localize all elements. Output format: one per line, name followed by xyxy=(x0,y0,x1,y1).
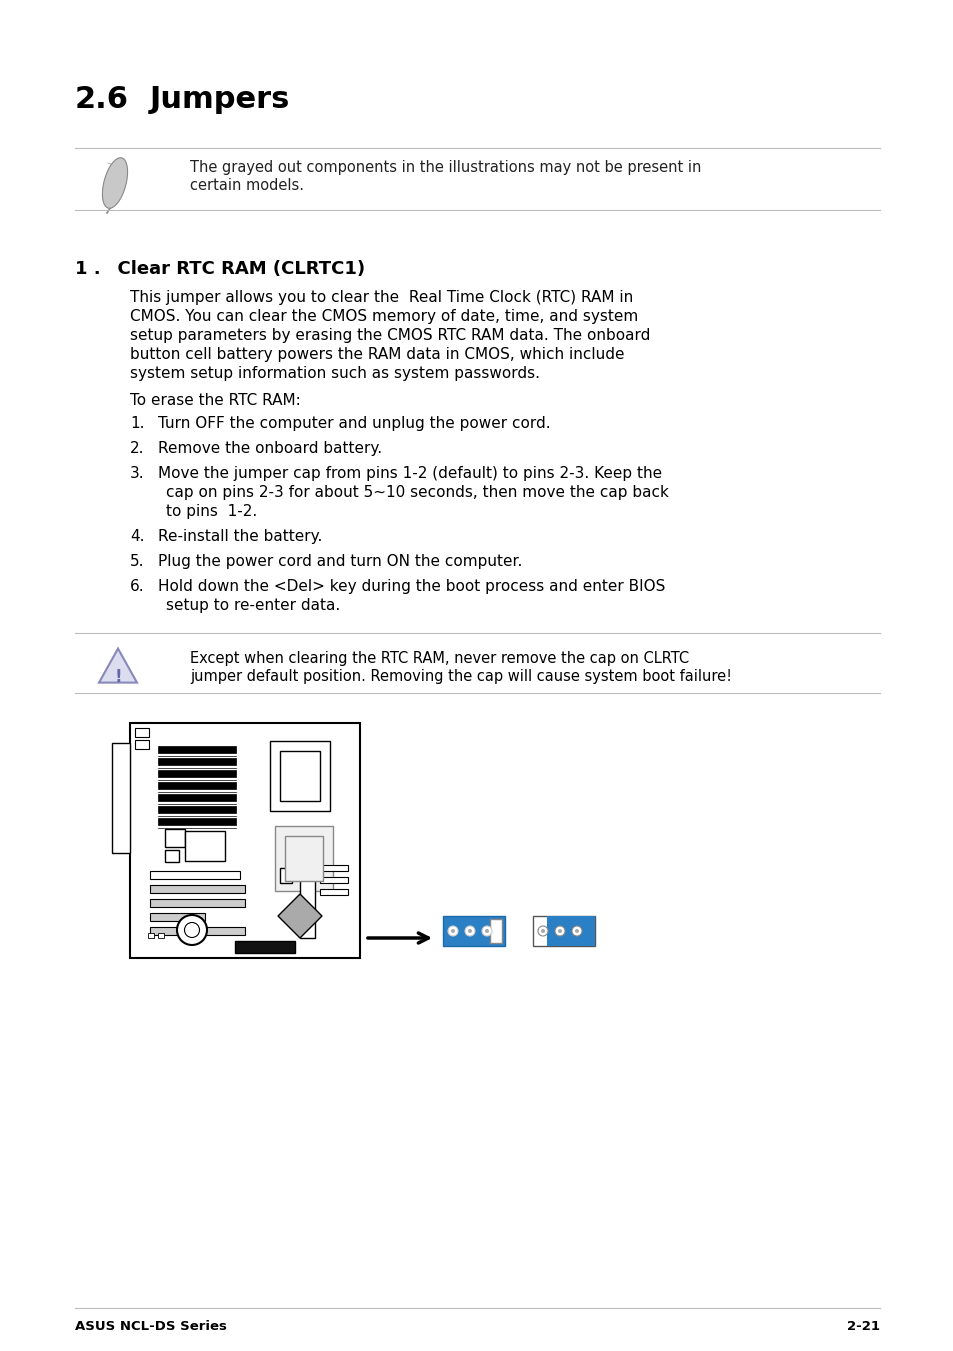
Bar xyxy=(319,877,348,884)
Circle shape xyxy=(184,923,199,938)
Text: 4.: 4. xyxy=(130,530,144,544)
Text: 2-21: 2-21 xyxy=(846,1320,879,1333)
Bar xyxy=(150,871,240,880)
Text: button cell battery powers the RAM data in CMOS, which include: button cell battery powers the RAM data … xyxy=(130,347,624,362)
Circle shape xyxy=(468,929,472,934)
Text: Except when clearing the RTC RAM, never remove the cap on CLRTC: Except when clearing the RTC RAM, never … xyxy=(190,651,688,666)
Bar xyxy=(185,831,225,861)
Circle shape xyxy=(484,929,489,934)
Bar xyxy=(165,830,185,847)
Bar xyxy=(533,916,595,946)
Bar xyxy=(319,865,348,871)
Bar xyxy=(158,746,235,753)
Text: Clear RTC RAM (CLRTC1): Clear RTC RAM (CLRTC1) xyxy=(105,259,365,278)
Text: !: ! xyxy=(114,667,122,686)
Polygon shape xyxy=(277,894,322,938)
Circle shape xyxy=(575,929,578,934)
Text: 6.: 6. xyxy=(130,580,145,594)
Bar xyxy=(158,758,235,765)
Text: ASUS NCL-DS Series: ASUS NCL-DS Series xyxy=(75,1320,227,1333)
Circle shape xyxy=(572,925,581,936)
Bar xyxy=(158,934,164,938)
Text: Remove the onboard battery.: Remove the onboard battery. xyxy=(158,440,382,457)
Text: To erase the RTC RAM:: To erase the RTC RAM: xyxy=(130,393,300,408)
Bar xyxy=(135,740,149,748)
Bar xyxy=(158,782,235,789)
Circle shape xyxy=(537,925,547,936)
Bar xyxy=(280,867,292,884)
Text: Re-install the battery.: Re-install the battery. xyxy=(158,530,322,544)
Bar xyxy=(135,728,149,738)
Circle shape xyxy=(451,929,455,934)
Text: 2.6: 2.6 xyxy=(75,85,129,113)
Bar xyxy=(299,878,314,938)
Text: 3.: 3. xyxy=(130,466,145,481)
Bar xyxy=(158,807,235,813)
Text: system setup information such as system passwords.: system setup information such as system … xyxy=(130,366,539,381)
Bar xyxy=(150,913,205,921)
Bar xyxy=(112,743,130,852)
Bar xyxy=(274,825,333,892)
Bar xyxy=(150,927,245,935)
Text: Hold down the <Del> key during the boot process and enter BIOS: Hold down the <Del> key during the boot … xyxy=(158,580,664,594)
Text: cap on pins 2-3 for about 5~10 seconds, then move the cap back: cap on pins 2-3 for about 5~10 seconds, … xyxy=(166,485,668,500)
Text: Move the jumper cap from pins 1-2 (default) to pins 2-3. Keep the: Move the jumper cap from pins 1-2 (defau… xyxy=(158,466,661,481)
Bar xyxy=(319,889,348,894)
Bar xyxy=(280,751,319,801)
Text: 1 .: 1 . xyxy=(75,259,100,278)
Bar xyxy=(490,919,501,943)
Bar xyxy=(158,817,235,825)
Bar xyxy=(158,794,235,801)
Bar xyxy=(285,836,323,881)
Bar xyxy=(130,723,359,958)
Bar xyxy=(165,850,179,862)
Text: 5.: 5. xyxy=(130,554,144,569)
Text: setup parameters by erasing the CMOS RTC RAM data. The onboard: setup parameters by erasing the CMOS RTC… xyxy=(130,328,650,343)
Bar xyxy=(150,898,245,907)
Circle shape xyxy=(448,925,457,936)
Bar xyxy=(148,934,153,938)
Circle shape xyxy=(464,925,475,936)
Text: jumper default position. Removing the cap will cause system boot failure!: jumper default position. Removing the ca… xyxy=(190,669,731,684)
Bar xyxy=(270,740,330,811)
Text: Turn OFF the computer and unplug the power cord.: Turn OFF the computer and unplug the pow… xyxy=(158,416,550,431)
Bar xyxy=(234,942,294,952)
Bar xyxy=(158,770,235,777)
Bar xyxy=(546,916,595,946)
Circle shape xyxy=(177,915,207,944)
Text: certain models.: certain models. xyxy=(190,178,304,193)
Text: to pins  1-2.: to pins 1-2. xyxy=(166,504,257,519)
Text: 2.: 2. xyxy=(130,440,144,457)
Bar xyxy=(150,885,245,893)
Text: CMOS. You can clear the CMOS memory of date, time, and system: CMOS. You can clear the CMOS memory of d… xyxy=(130,309,638,324)
Text: Jumpers: Jumpers xyxy=(150,85,290,113)
Circle shape xyxy=(555,925,564,936)
Circle shape xyxy=(540,929,544,934)
Text: The grayed out components in the illustrations may not be present in: The grayed out components in the illustr… xyxy=(190,159,700,176)
Text: This jumper allows you to clear the  Real Time Clock (RTC) RAM in: This jumper allows you to clear the Real… xyxy=(130,290,633,305)
Circle shape xyxy=(481,925,492,936)
Text: 1.: 1. xyxy=(130,416,144,431)
Text: Plug the power cord and turn ON the computer.: Plug the power cord and turn ON the comp… xyxy=(158,554,522,569)
Ellipse shape xyxy=(102,158,128,208)
Polygon shape xyxy=(99,648,137,682)
Bar xyxy=(442,916,504,946)
Text: setup to re-enter data.: setup to re-enter data. xyxy=(166,598,340,613)
Circle shape xyxy=(558,929,561,934)
